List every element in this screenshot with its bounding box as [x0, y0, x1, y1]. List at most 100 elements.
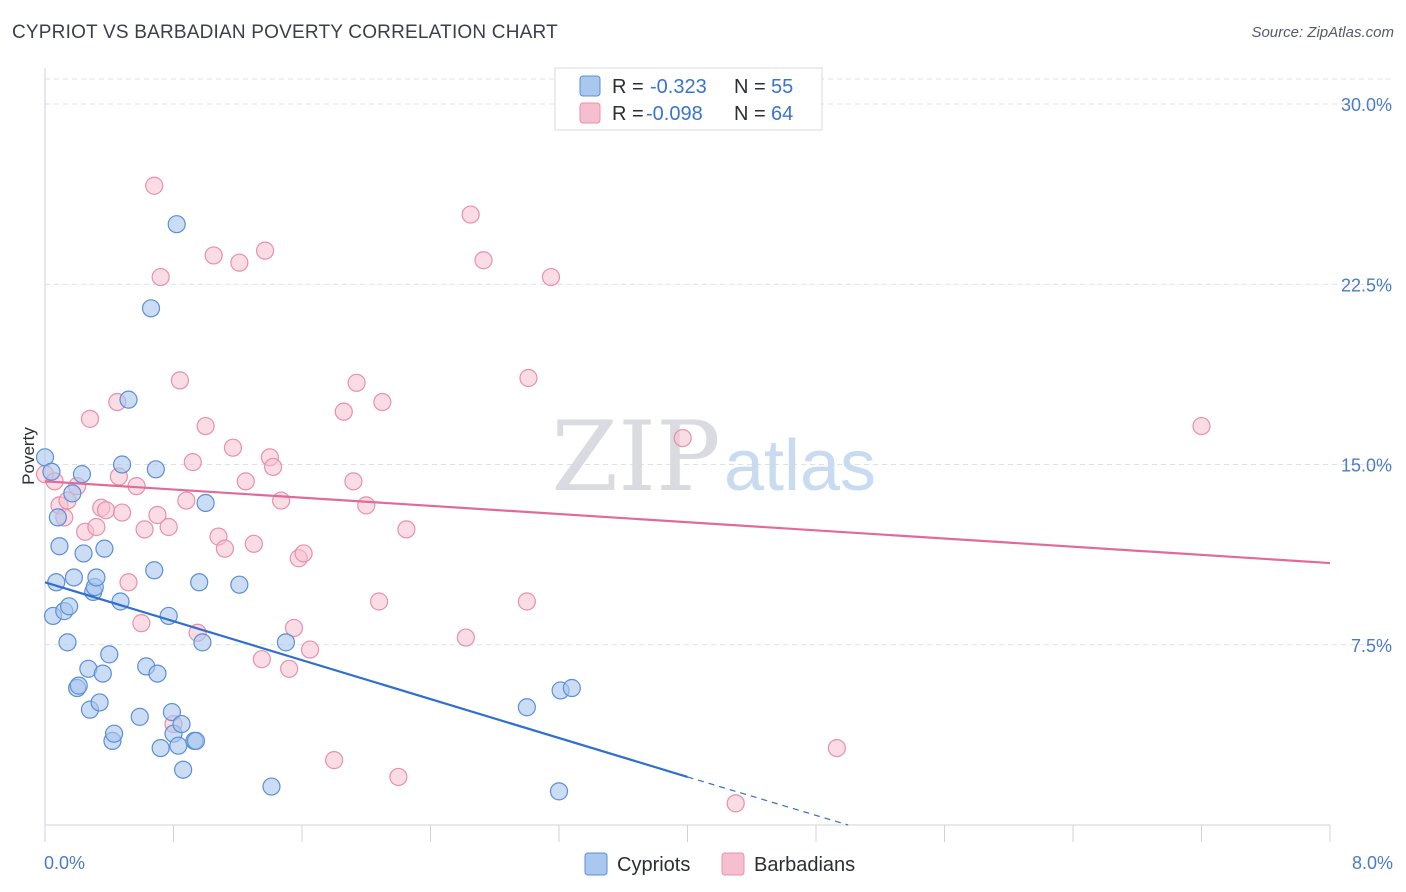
tick-labels: 7.5% 15.0% 22.5% 30.0% 0.0% 8.0% [44, 95, 1393, 873]
barbadians-point [272, 491, 291, 510]
cypriots-point [167, 215, 186, 234]
barbadians-point [541, 267, 561, 287]
cypriots-point [59, 597, 79, 616]
barbadians-point [112, 503, 132, 522]
y-tick-label: 7.5% [1351, 636, 1392, 656]
trend-lines [44, 480, 1331, 826]
cypriots-points [35, 215, 581, 801]
cypriots-point [112, 455, 132, 474]
stats-n-value-barbadians: 64 [771, 103, 793, 125]
barbadians-point [230, 253, 249, 272]
cypriots-point [196, 493, 215, 513]
barbadians-point [461, 205, 480, 224]
barbadians-point [456, 628, 475, 647]
barbadians-point [145, 176, 164, 195]
watermark-zip: ZIP [551, 401, 720, 513]
cypriots-point [90, 693, 109, 712]
cypriots-point [148, 664, 167, 683]
cypriots-point [58, 633, 77, 652]
barbadians-point [151, 267, 170, 287]
barbadians-point [517, 592, 536, 611]
y-tick-label: 22.5% [1341, 275, 1392, 295]
barbadians-point [827, 738, 846, 758]
cypriots-point [162, 702, 181, 722]
barbadians-point [726, 794, 745, 813]
stats-legend: R = -0.323 N = 55 R = -0.098 N = 64 [554, 67, 823, 131]
cypriots-point [146, 460, 165, 479]
barbadians-point [300, 640, 320, 659]
barbadians-point [344, 472, 363, 491]
cypriots-point [130, 707, 149, 726]
barbadians-point [1192, 416, 1211, 436]
barbadians-trend-line [44, 480, 1331, 565]
cypriots-point [230, 575, 249, 594]
barbadians-point [96, 501, 116, 520]
cypriots-point [174, 760, 193, 779]
cypriots-point [72, 465, 92, 484]
barbadians-point [519, 368, 538, 388]
barbadians-point [284, 618, 304, 638]
cypriots-point [64, 568, 84, 587]
axes [44, 68, 1331, 842]
barbadians-point [223, 438, 243, 457]
barbadians-point [370, 592, 389, 611]
barbadians-point [474, 251, 493, 270]
barbadians-point [170, 371, 190, 390]
barbadians-point [263, 457, 283, 477]
cypriots-point [562, 678, 581, 698]
grid-lines [45, 78, 1392, 646]
legend-swatch-cypriots [584, 852, 608, 876]
stats-swatch-cypriots [579, 75, 601, 97]
cypriots-point [151, 738, 170, 758]
stats-r-value-barbadians: -0.098 [646, 103, 703, 125]
barbadians-point [294, 544, 313, 563]
barbadians-point [244, 534, 263, 553]
cypriots-point [69, 676, 88, 695]
barbadians-point [280, 659, 299, 678]
cypriots-point [186, 731, 206, 750]
barbadians-point [204, 246, 223, 265]
stats-n-label-cypriots: N = [734, 76, 766, 98]
barbadians-point [347, 373, 366, 392]
stats-n-value-cypriots: 55 [771, 76, 793, 98]
cypriots-point [193, 633, 212, 652]
stats-swatch-barbadians [579, 102, 601, 124]
source-label: Source: ZipAtlas.com [1251, 24, 1394, 41]
barbadians-point [389, 767, 408, 787]
barbadians-point [183, 453, 202, 472]
cypriots-point [145, 561, 164, 580]
barbadians-point [357, 496, 376, 515]
cypriots-point [93, 664, 112, 683]
cypriots-point [119, 390, 138, 409]
cypriots-point [141, 299, 161, 318]
barbadians-point [215, 539, 234, 558]
cypriots-trend-line [44, 581, 688, 778]
cypriots-point [549, 782, 569, 801]
cypriots-point [87, 568, 106, 587]
barbadians-point [159, 517, 178, 537]
barbadians-point [236, 472, 255, 491]
stats-n-label-barbadians: N = [734, 103, 766, 125]
legend-swatch-barbadians [721, 852, 745, 876]
barbadians-point [135, 520, 154, 539]
barbadians-point [325, 751, 344, 770]
cypriots-point [276, 633, 296, 652]
barbadians-point [177, 491, 196, 510]
cypriots-point [100, 645, 119, 664]
cypriots-trend-extension [687, 776, 849, 826]
barbadians-point [87, 517, 106, 537]
stats-r-label-barbadians: R = [612, 103, 644, 125]
y-axis-title: Poverty [19, 427, 38, 485]
barbadians-point [255, 241, 275, 260]
barbadians-points [35, 176, 1211, 813]
barbadians-point [373, 392, 392, 412]
barbadians-point [80, 409, 100, 428]
cypriots-point [42, 462, 61, 481]
barbadians-point [196, 416, 215, 436]
stats-r-value-cypriots: -0.323 [650, 76, 707, 98]
cypriots-point [517, 698, 536, 717]
cypriots-point [262, 777, 281, 796]
barbadians-point [252, 650, 271, 669]
x-tick-label: 8.0% [1352, 853, 1393, 873]
